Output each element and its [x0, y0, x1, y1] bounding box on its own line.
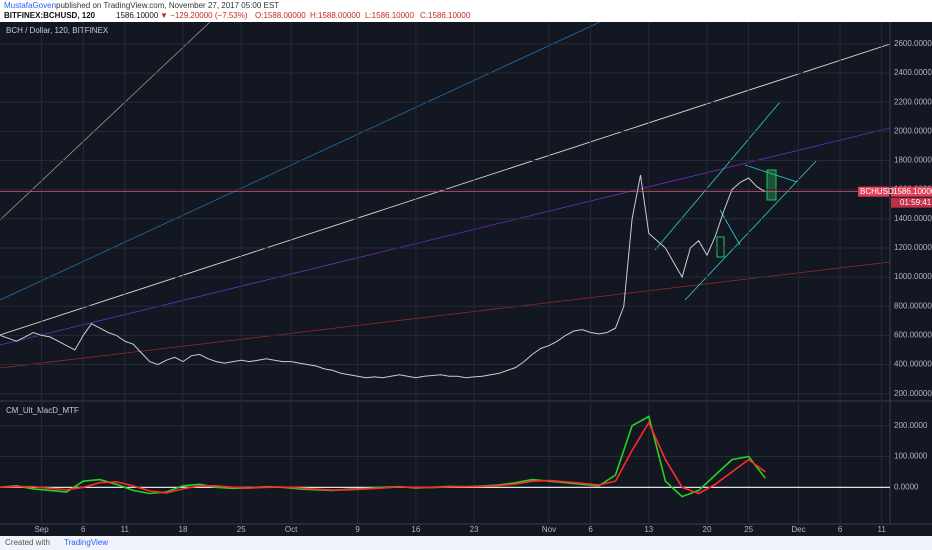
- footer-text: Created with: [5, 538, 50, 547]
- symbol-tag-bg: [858, 186, 889, 197]
- x-tick-label: 16: [411, 525, 420, 534]
- header-bg: [0, 0, 932, 22]
- x-tick-label: 13: [644, 525, 653, 534]
- trend-line: [0, 261, 890, 369]
- y-tick-label: 1800.000000: [894, 156, 932, 165]
- y-tick-label: 200.0000: [894, 421, 928, 430]
- x-tick-label: 18: [179, 525, 188, 534]
- y-tick-label: 2200.000000: [894, 97, 932, 106]
- y-tick-label: 1400.000000: [894, 214, 932, 223]
- y-tick-label: 100.0000: [894, 452, 928, 461]
- x-tick-label: 25: [237, 525, 246, 534]
- x-tick-label: 20: [703, 525, 712, 534]
- x-tick-label: 25: [744, 525, 753, 534]
- series-group: [0, 415, 766, 498]
- trend-line: [0, 127, 890, 346]
- x-tick-label: 23: [470, 525, 479, 534]
- x-tick-label: Nov: [542, 525, 556, 534]
- y-tick-label: 200.000000: [894, 389, 932, 398]
- macd-legend: CM_Ult_MacD_MTF: [6, 406, 79, 415]
- trend-line: [0, 22, 211, 221]
- box: [766, 169, 777, 201]
- published: published on TradingView.com, November 2…: [56, 1, 279, 10]
- close: C:1586.10000: [420, 11, 471, 20]
- symbol: BITFINEX:BCHUSD, 120: [4, 11, 96, 20]
- series-line: [0, 175, 766, 379]
- y-tick-label: 400.000000: [894, 360, 932, 369]
- countdown: 01:59:41: [900, 198, 932, 207]
- last-price-tag: [891, 186, 932, 197]
- low: L:1586.10000: [365, 11, 414, 20]
- y-tick-label: 2000.000000: [894, 126, 932, 135]
- open: O:1588.00000: [255, 11, 306, 20]
- y-tick-label: 600.000000: [894, 331, 932, 340]
- author[interactable]: MustafaGoven: [4, 1, 56, 10]
- x-tick-label: 9: [355, 525, 360, 534]
- chart-bg: [0, 22, 932, 536]
- x-tick-label: Dec: [791, 525, 805, 534]
- last-price-label: 1586.10000: [893, 187, 932, 196]
- x-tick-label: Oct: [285, 525, 298, 534]
- high: H:1588.00000: [310, 11, 361, 20]
- footer-bg: [0, 536, 932, 550]
- y-tick-label: 2400.000000: [894, 68, 932, 77]
- wedge-line: [744, 164, 798, 183]
- series-line: [0, 420, 766, 495]
- x-tick-label: 6: [838, 525, 843, 534]
- y-tick-label: 800.000000: [894, 301, 932, 310]
- y-tick-label: 1000.000000: [894, 272, 932, 281]
- x-tick-label: 11: [121, 525, 130, 534]
- channel-line: [654, 101, 781, 251]
- y-tick-label: 2600.000000: [894, 39, 932, 48]
- x-tick-label: 6: [588, 525, 593, 534]
- countdown-bg: [891, 197, 932, 208]
- x-tick-label: Sep: [34, 525, 49, 534]
- last: 1586.10000: [116, 11, 159, 20]
- y-tick-label: 1200.000000: [894, 243, 932, 252]
- wedge-line: [719, 209, 741, 246]
- y-tick-label: 0.0000: [894, 482, 919, 491]
- box: [716, 236, 725, 258]
- trend-line: [0, 22, 601, 301]
- main-legend: BCH / Dollar, 120, BITFINEX: [6, 26, 109, 35]
- drawings: [0, 22, 890, 369]
- footer-brand[interactable]: TradingView: [64, 538, 108, 547]
- series-group: [0, 175, 766, 379]
- x-tick-label: 6: [81, 525, 86, 534]
- symbol-tag: BCHUSD: [860, 187, 894, 196]
- change: ▼ −129.20000 (−7.53%): [160, 11, 248, 20]
- x-tick-label: 11: [878, 525, 887, 534]
